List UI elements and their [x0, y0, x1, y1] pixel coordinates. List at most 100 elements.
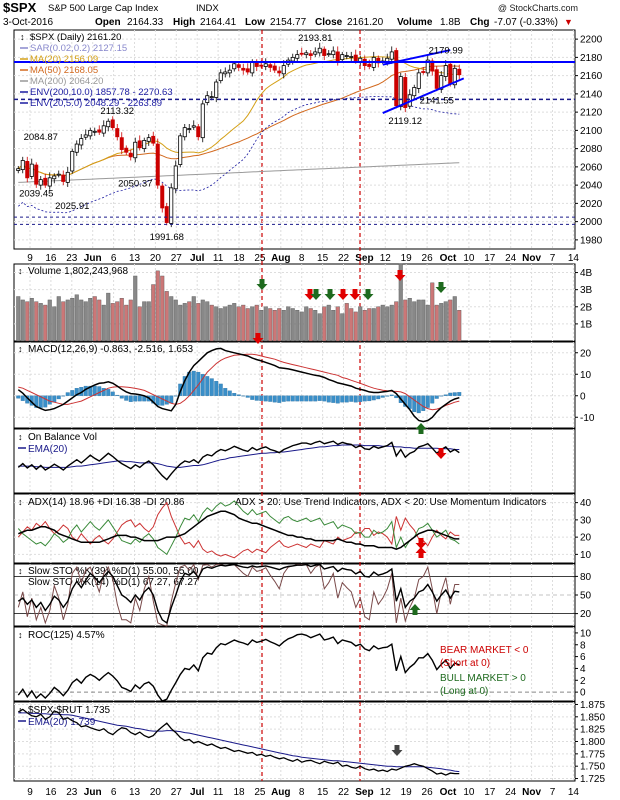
candle-body: [308, 53, 313, 56]
x-tick-label: 13: [129, 787, 141, 798]
candle-body: [65, 171, 70, 183]
chg-label: Chg: [470, 17, 489, 28]
candles: [16, 42, 462, 228]
adx-panel-frame: [13, 493, 576, 564]
y-tick-label: 3B: [580, 285, 593, 296]
candle-body: [178, 135, 183, 165]
x-tick-label: 16: [45, 787, 57, 798]
macd-histogram-bar: [443, 394, 448, 396]
macd-histogram-bar: [439, 395, 444, 397]
y-tick-label: 20: [580, 348, 592, 359]
macd-histogram-bar: [430, 395, 435, 404]
candle-body: [434, 69, 439, 89]
macd-histogram-bar: [448, 392, 453, 396]
macd-histogram-bar: [281, 395, 286, 402]
macd-histogram-bar: [263, 395, 268, 402]
x-tick-label: 12: [380, 787, 392, 798]
y-tick-label: 2B: [580, 302, 593, 313]
volume-bar: [335, 306, 340, 342]
x-tick-label: 7: [550, 787, 556, 798]
y-tick-label: 0: [580, 688, 586, 699]
x-tick-label: 24: [505, 253, 517, 264]
macd-histogram-bar: [371, 395, 376, 401]
volume-bar: [281, 310, 286, 342]
volume-bar: [326, 304, 331, 342]
macd-histogram-bar: [65, 392, 70, 396]
macd-histogram-bar: [380, 395, 385, 398]
macd-histogram-bar: [434, 395, 439, 399]
macd-histogram-bar: [376, 395, 381, 400]
candle-body: [421, 71, 426, 73]
macd-histogram-bar: [200, 374, 205, 396]
candle-body: [412, 87, 417, 97]
symbol: $SPX: [3, 0, 37, 15]
macd-histogram-bar: [119, 395, 124, 399]
watermark: @ StockCharts.com: [498, 3, 578, 13]
candle-body: [115, 128, 120, 138]
volume-bar: [358, 306, 363, 342]
volume-bar: [16, 296, 21, 342]
macd-histogram-bar: [272, 395, 277, 403]
x-tick-label: 20: [150, 787, 162, 798]
candle-body: [43, 177, 48, 186]
candle-body: [263, 63, 268, 67]
macd-histogram-bar: [421, 395, 426, 411]
x-tick-label: 26: [422, 253, 434, 264]
y-tick-label: 10: [580, 550, 592, 561]
obv-line: [17, 440, 460, 481]
x-tick-label: 8: [299, 787, 305, 798]
macd-histogram-bar: [232, 393, 237, 396]
obv-symbol-icon: ↕: [18, 432, 23, 442]
volume-bar: [47, 299, 52, 342]
ma200-line: [18, 162, 460, 183]
adx-signal-arrow: [415, 547, 427, 558]
y-tick-label: 1.800: [580, 737, 605, 748]
adx-line: [18, 510, 460, 551]
x-tick-label: 18: [233, 787, 245, 798]
candle-body: [322, 48, 327, 56]
volume-bar: [227, 304, 232, 342]
candle-body: [353, 54, 358, 62]
candle-body: [254, 62, 259, 67]
x-tick-label: 18: [233, 253, 245, 264]
volume-bar: [74, 294, 79, 342]
candle-body: [367, 63, 372, 67]
volume-bar: [272, 310, 277, 342]
volume-signal-arrow: [304, 289, 316, 300]
volume-bar: [421, 299, 426, 342]
candle-body: [295, 54, 300, 59]
y-tick-label: 1.875: [580, 700, 605, 711]
index-name: S&P 500 Large Cap Index: [48, 3, 158, 14]
obv-signal-arrow: [435, 448, 447, 459]
panels: 9 16 23 Jun 6 13 20 27 Jul 11 18 25 Aug 8 15 22 Sep 12 19 2…: [13, 29, 605, 798]
candle-body: [56, 173, 61, 176]
low-annotation: 2039.45: [19, 189, 53, 200]
macd-histogram-bar: [34, 395, 39, 408]
legend-entry: MA(20) 2156.09: [30, 54, 98, 65]
x-tick-label: 6: [111, 253, 117, 264]
macd-histogram-bar: [385, 395, 390, 397]
volume-label: Volume: [397, 17, 433, 28]
volume-bar: [236, 306, 241, 342]
macd-histogram-bar: [101, 388, 106, 396]
ratio-symbol-icon: ↕: [18, 705, 23, 715]
candle-body: [191, 125, 196, 128]
macd-histogram-bar: [304, 395, 309, 402]
y-tick-label: 4B: [580, 268, 593, 279]
candle-body: [209, 96, 214, 99]
macd-symbol-icon: ↕: [18, 344, 23, 354]
legend-entry: MA(50) 2168.05: [30, 65, 98, 76]
candle-body: [232, 63, 237, 70]
candle-body: [137, 140, 142, 149]
volume-bar: [20, 299, 25, 342]
y-tick-label: 2140: [580, 89, 603, 100]
volume-bar: [295, 310, 300, 342]
volume-bar: [200, 299, 205, 342]
macd-histogram-bar: [236, 394, 241, 396]
candle-body: [101, 125, 106, 134]
macd-histogram-bar: [173, 395, 178, 397]
low-annotation: 2119.12: [388, 116, 422, 127]
macd-histogram-bar: [362, 395, 367, 402]
